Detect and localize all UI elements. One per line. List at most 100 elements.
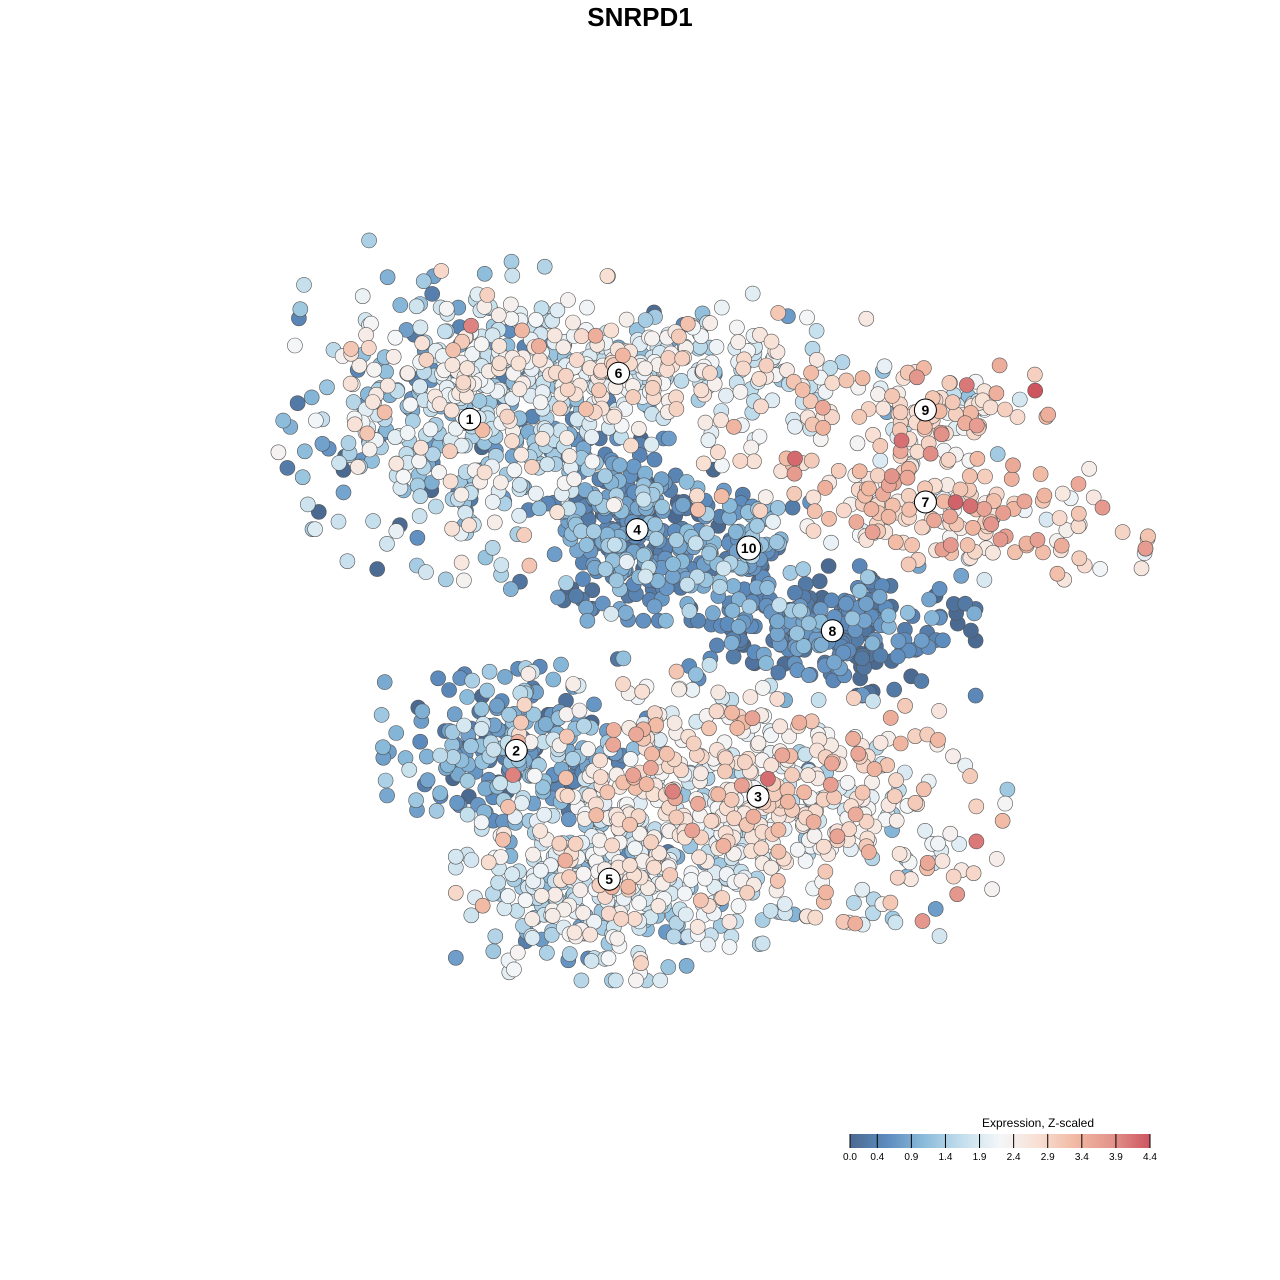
data-point — [308, 412, 324, 429]
data-point — [684, 822, 701, 839]
data-point — [701, 720, 717, 737]
data-point — [365, 513, 381, 529]
data-point — [787, 418, 803, 435]
data-point — [802, 393, 819, 410]
data-point — [658, 612, 674, 629]
data-point — [376, 674, 393, 690]
data-point — [715, 838, 732, 854]
data-point — [750, 735, 767, 752]
cluster-label-6: 6 — [607, 361, 630, 385]
data-point — [962, 498, 979, 514]
data-point — [776, 896, 793, 912]
data-point — [958, 377, 975, 393]
data-point — [411, 453, 427, 470]
data-point — [294, 469, 311, 486]
data-point — [934, 853, 951, 869]
data-point — [754, 935, 771, 952]
data-point — [430, 670, 446, 687]
data-point — [473, 814, 490, 831]
data-point — [611, 457, 628, 474]
data-point — [597, 468, 613, 485]
data-point — [446, 706, 463, 723]
data-point — [607, 972, 624, 989]
data-point — [806, 503, 823, 520]
data-point — [480, 854, 497, 871]
data-point — [989, 446, 1006, 462]
data-point — [931, 928, 948, 944]
color-legend: Expression, Z-scaled 0.0 0.4 0.9 1.4 1.9 2.4 2… — [843, 1116, 1157, 1163]
data-point — [473, 701, 490, 717]
data-point — [822, 360, 839, 376]
data-point — [550, 589, 566, 606]
data-point — [818, 884, 834, 901]
data-point — [913, 632, 930, 649]
data-point — [866, 761, 883, 777]
data-point — [387, 329, 404, 346]
data-point — [532, 862, 549, 879]
data-point — [749, 517, 765, 534]
data-point — [808, 323, 825, 339]
data-point — [625, 389, 641, 405]
data-point — [584, 453, 601, 470]
data-point — [966, 605, 983, 622]
data-point — [553, 656, 569, 673]
data-point — [712, 579, 728, 595]
data-point — [586, 696, 602, 713]
data-point — [319, 379, 335, 396]
data-point — [942, 825, 959, 842]
data-point — [692, 892, 709, 909]
data-point — [995, 505, 1012, 521]
data-point — [930, 732, 946, 748]
data-point — [342, 375, 359, 392]
data-point — [997, 795, 1014, 812]
data-point — [841, 821, 857, 838]
data-point — [631, 420, 647, 437]
data-point — [875, 400, 892, 417]
data-point — [730, 898, 747, 914]
data-point — [513, 446, 530, 463]
data-point — [926, 512, 942, 529]
data-point — [620, 878, 637, 895]
data-point — [691, 849, 707, 866]
data-point — [648, 531, 665, 547]
data-point — [668, 401, 685, 417]
data-point — [673, 372, 690, 389]
data-point — [803, 365, 819, 381]
data-point — [561, 946, 578, 962]
data-point — [559, 430, 575, 446]
cluster-label-bubble — [504, 738, 528, 762]
data-point — [599, 268, 616, 284]
data-point — [739, 884, 756, 901]
data-point — [823, 534, 839, 551]
data-point — [359, 425, 376, 442]
data-point — [575, 571, 591, 587]
data-point — [511, 381, 528, 397]
data-point — [821, 510, 837, 527]
data-point — [795, 561, 812, 578]
data-point — [536, 806, 553, 823]
data-point — [432, 747, 449, 764]
data-point — [847, 915, 864, 932]
data-point — [904, 537, 920, 553]
data-point — [713, 299, 730, 316]
data-point — [637, 568, 654, 585]
data-point — [786, 485, 803, 502]
data-point — [646, 451, 663, 468]
data-point — [880, 607, 897, 624]
data-point — [314, 435, 331, 452]
data-point — [604, 837, 620, 854]
data-point — [502, 296, 519, 313]
data-point — [919, 854, 936, 871]
data-point — [714, 890, 731, 906]
data-point — [718, 387, 734, 404]
data-point — [447, 884, 464, 901]
data-point — [702, 315, 718, 331]
cluster-label-bubble — [625, 518, 649, 542]
data-point — [882, 894, 899, 911]
data-point — [609, 930, 626, 947]
data-point — [654, 499, 670, 515]
data-point — [829, 828, 846, 845]
cluster-label-9: 9 — [913, 398, 937, 422]
data-point — [725, 578, 742, 594]
data-point — [1137, 540, 1154, 557]
